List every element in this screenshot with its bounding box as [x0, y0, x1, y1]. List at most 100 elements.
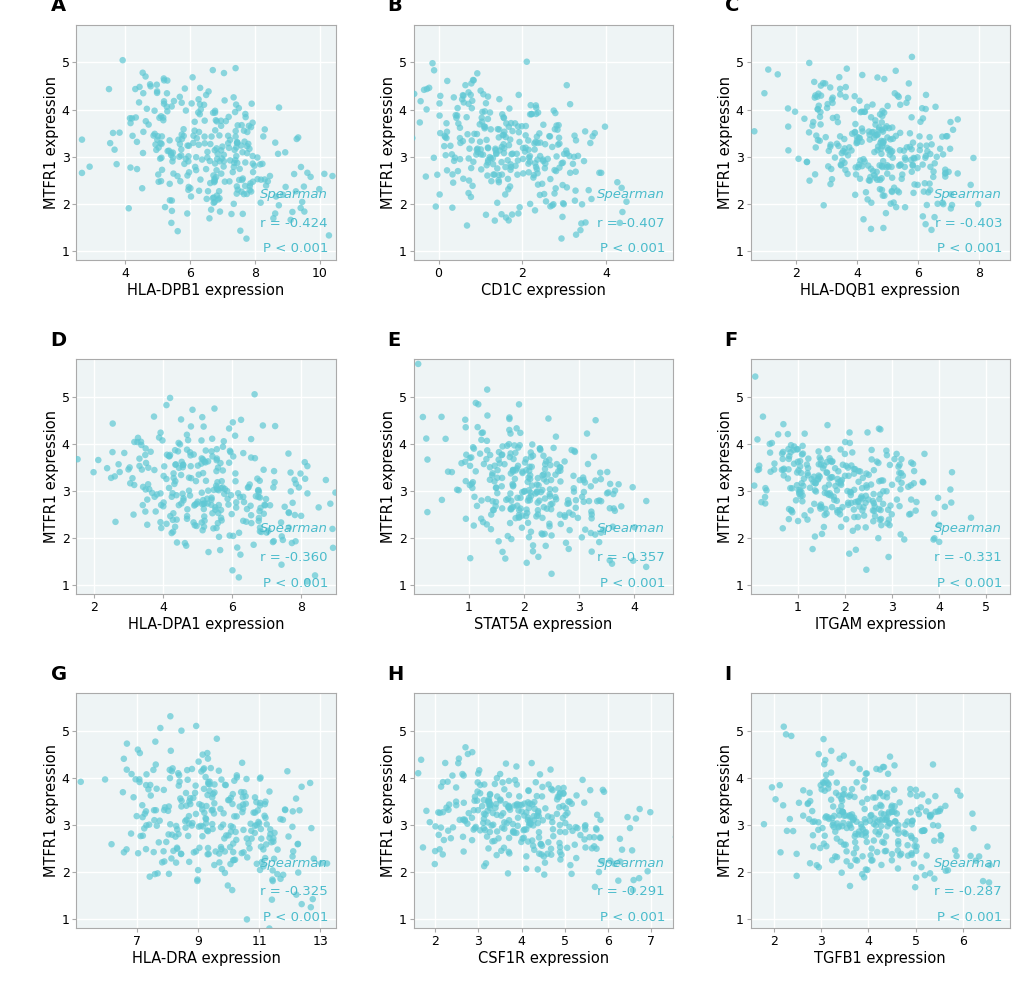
Point	[803, 803, 819, 819]
Text: Spearman: Spearman	[596, 189, 664, 202]
Point	[899, 813, 915, 829]
Point	[127, 81, 144, 97]
Point	[286, 472, 303, 488]
Point	[252, 770, 268, 785]
Point	[790, 483, 806, 498]
Point	[969, 196, 985, 212]
Point	[242, 141, 258, 157]
Point	[207, 104, 223, 120]
Point	[864, 789, 880, 805]
Point	[555, 146, 572, 162]
Point	[463, 75, 479, 91]
Point	[171, 136, 187, 152]
Point	[928, 196, 945, 212]
Point	[779, 471, 795, 487]
Point	[822, 791, 839, 807]
Point	[222, 153, 238, 169]
Point	[865, 130, 881, 146]
Point	[872, 171, 889, 187]
Point	[214, 861, 230, 877]
Point	[484, 156, 500, 172]
Point	[851, 464, 867, 480]
Point	[537, 457, 553, 473]
Point	[851, 171, 867, 187]
Point	[921, 807, 937, 823]
Point	[497, 210, 514, 225]
Point	[506, 115, 523, 131]
Point	[254, 854, 270, 870]
Point	[193, 101, 209, 117]
Point	[212, 801, 228, 817]
Point	[892, 157, 908, 173]
Point	[871, 502, 888, 518]
Point	[793, 476, 809, 492]
Point	[221, 792, 237, 808]
Point	[877, 443, 894, 459]
Point	[891, 142, 907, 158]
Point	[848, 133, 864, 149]
Point	[204, 431, 220, 447]
Point	[872, 805, 889, 821]
Point	[455, 94, 472, 110]
Point	[463, 189, 479, 205]
Point	[99, 460, 115, 476]
Point	[489, 161, 505, 177]
Point	[206, 171, 222, 187]
Point	[810, 746, 826, 762]
Point	[490, 172, 506, 188]
Point	[850, 463, 866, 479]
Point	[522, 471, 538, 487]
Point	[904, 456, 920, 472]
Point	[482, 121, 498, 137]
Point	[815, 198, 832, 213]
Point	[443, 200, 460, 215]
Point	[562, 866, 579, 882]
X-axis label: CSF1R expression: CSF1R expression	[477, 951, 608, 966]
Point	[500, 844, 517, 860]
Point	[473, 110, 489, 126]
Point	[508, 797, 525, 813]
Point	[883, 150, 900, 166]
Point	[712, 428, 729, 444]
Point	[223, 506, 239, 522]
Point	[547, 163, 564, 179]
Point	[833, 798, 849, 814]
Point	[220, 128, 236, 144]
Point	[123, 766, 140, 781]
Point	[504, 464, 521, 480]
Point	[518, 821, 534, 837]
Point	[500, 845, 517, 861]
Point	[631, 801, 647, 817]
Point	[536, 136, 552, 152]
Point	[446, 150, 463, 166]
Point	[763, 435, 780, 451]
Point	[493, 167, 510, 183]
Point	[135, 497, 151, 513]
Point	[196, 508, 212, 524]
Point	[228, 832, 245, 848]
Point	[191, 183, 207, 199]
Point	[320, 227, 336, 243]
Point	[511, 200, 527, 215]
Point	[484, 502, 500, 518]
Point	[156, 71, 172, 86]
Point	[542, 847, 558, 863]
Point	[503, 146, 520, 162]
Point	[560, 496, 577, 511]
Point	[832, 128, 848, 144]
Point	[145, 762, 161, 778]
Point	[809, 822, 825, 838]
Point	[216, 92, 232, 108]
Point	[878, 140, 895, 156]
Point	[197, 129, 213, 145]
Point	[833, 145, 849, 161]
Point	[548, 806, 565, 822]
Text: r = -0.357: r = -0.357	[597, 551, 664, 564]
Point	[427, 843, 443, 859]
Point	[902, 492, 918, 507]
Point	[755, 85, 771, 101]
Point	[495, 109, 512, 125]
Point	[513, 834, 529, 850]
Point	[293, 779, 310, 794]
Point	[64, 463, 81, 479]
